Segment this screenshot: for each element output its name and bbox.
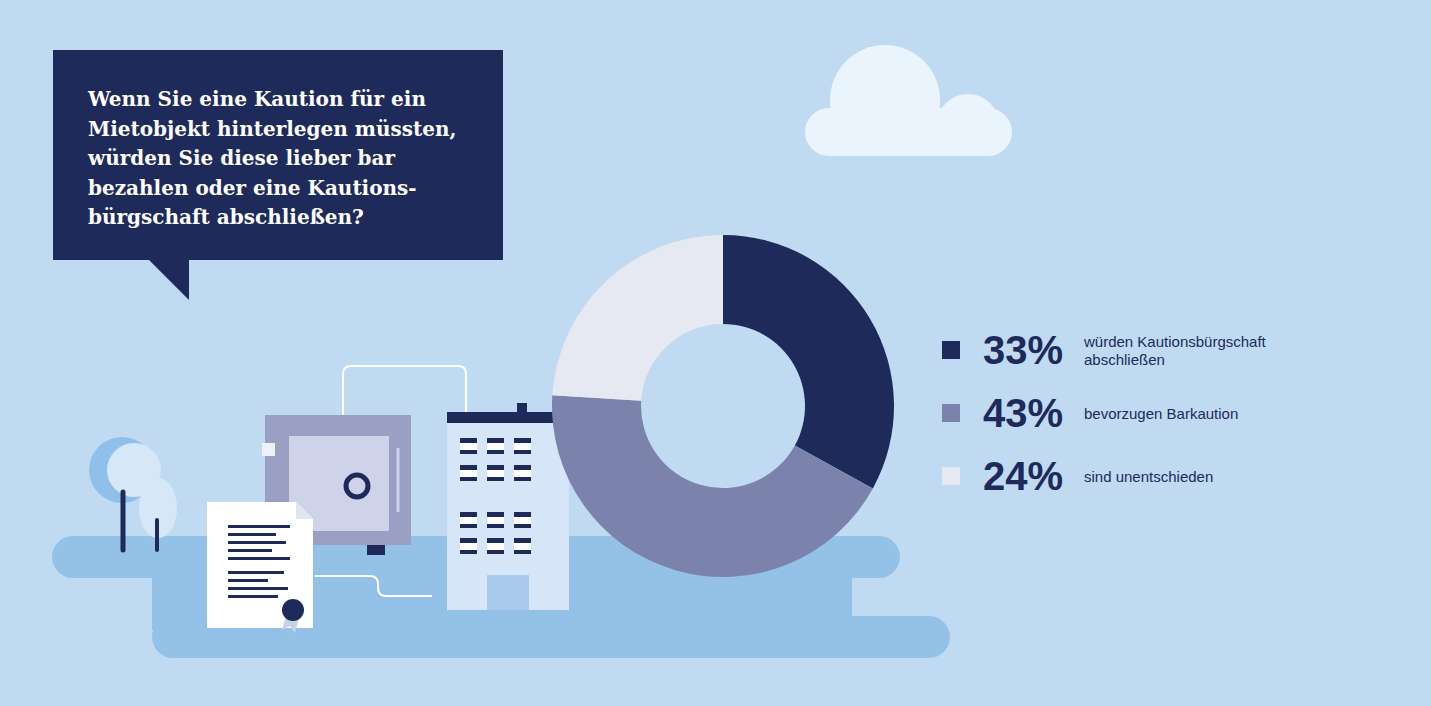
window-bar bbox=[487, 438, 504, 443]
window-bar bbox=[460, 538, 477, 543]
title-background bbox=[53, 50, 503, 260]
legend-swatch bbox=[942, 341, 960, 359]
window-bar bbox=[460, 512, 477, 517]
window bbox=[487, 438, 504, 454]
window-bar bbox=[514, 524, 531, 528]
window-bar bbox=[460, 477, 477, 481]
document-line bbox=[228, 571, 284, 574]
document-line bbox=[228, 525, 290, 528]
window bbox=[514, 538, 531, 554]
document-line bbox=[228, 587, 288, 590]
safe-foot bbox=[367, 545, 385, 555]
title: Wenn Sie eine Kaution für ein Mietobjekt … bbox=[87, 87, 456, 229]
legend-label: sind unentschieden bbox=[1084, 468, 1213, 485]
legend-value: 24% bbox=[983, 454, 1063, 498]
title-line: bürgschaft abschließen? bbox=[88, 205, 364, 229]
window-bar bbox=[460, 524, 477, 528]
legend-label: bevorzugen Barkaution bbox=[1084, 405, 1238, 422]
title-pointer bbox=[148, 259, 189, 300]
document-line bbox=[228, 549, 272, 552]
window-bar bbox=[514, 538, 531, 543]
document-line bbox=[228, 533, 276, 536]
legend-label-line: sind unentschieden bbox=[1084, 468, 1213, 485]
building bbox=[447, 403, 569, 610]
window-bar bbox=[487, 450, 504, 454]
window bbox=[460, 538, 477, 554]
legend-swatch bbox=[942, 467, 960, 485]
legend-item: 43% bevorzugen Barkaution bbox=[942, 391, 1238, 435]
window-bar bbox=[514, 450, 531, 454]
legend-label-line: bevorzugen Barkaution bbox=[1084, 405, 1238, 422]
wire bbox=[315, 576, 432, 596]
window-bar bbox=[460, 550, 477, 554]
window-bar bbox=[460, 438, 477, 443]
safe-door bbox=[289, 436, 389, 531]
document-seal bbox=[282, 599, 304, 621]
document bbox=[207, 502, 313, 633]
window-bar bbox=[487, 512, 504, 517]
legend-label-line: abschließen bbox=[1084, 351, 1165, 368]
building-antenna bbox=[517, 403, 527, 413]
illustration bbox=[52, 45, 1012, 658]
window-bar bbox=[460, 465, 477, 470]
window-bar bbox=[487, 550, 504, 554]
cloud-part bbox=[805, 108, 1012, 156]
window bbox=[514, 465, 531, 481]
window bbox=[487, 512, 504, 528]
building-roof bbox=[447, 412, 569, 423]
legend-label: würden Kautionsbürgschaftabschließen bbox=[1083, 333, 1267, 368]
safe-handle bbox=[397, 448, 400, 512]
slice bbox=[552, 235, 723, 401]
window-bar bbox=[514, 465, 531, 470]
building-door bbox=[487, 575, 529, 610]
cloud bbox=[805, 45, 1012, 156]
legend: 33% würden Kautionsbürgschaftabschließen 4… bbox=[942, 328, 1267, 498]
tree-trunk bbox=[121, 492, 126, 550]
safe-hinge bbox=[262, 443, 275, 456]
title-box: Wenn Sie eine Kaution für ein Mietobjekt … bbox=[53, 50, 503, 300]
document-line bbox=[228, 595, 278, 598]
window bbox=[460, 512, 477, 528]
title-line: Wenn Sie eine Kaution für ein bbox=[87, 87, 426, 111]
tree-trunk bbox=[155, 520, 159, 550]
slice bbox=[552, 395, 873, 577]
chart: Wenn Sie eine Kaution für ein Mietobjekt … bbox=[0, 0, 1431, 706]
safe-dial bbox=[346, 475, 368, 497]
window bbox=[487, 538, 504, 554]
window bbox=[514, 512, 531, 528]
wire bbox=[343, 366, 466, 415]
legend-label-line: würden Kautionsbürgschaft bbox=[1083, 333, 1267, 350]
title-line: bezahlen oder eine Kautions- bbox=[88, 176, 417, 200]
window-bar bbox=[487, 465, 504, 470]
legend-value: 33% bbox=[983, 328, 1063, 372]
document-line bbox=[228, 579, 268, 582]
document-line bbox=[228, 557, 290, 560]
trees bbox=[89, 437, 177, 550]
window-bar bbox=[514, 512, 531, 517]
legend-item: 24% sind unentschieden bbox=[942, 454, 1213, 498]
legend-value: 43% bbox=[983, 391, 1063, 435]
window bbox=[487, 465, 504, 481]
legend-swatch bbox=[942, 404, 960, 422]
window-bar bbox=[514, 438, 531, 443]
document-fold bbox=[296, 502, 313, 519]
title-line: Mietobjekt hinterlegen müssten, bbox=[88, 117, 456, 141]
window-bar bbox=[487, 477, 504, 481]
document-sheet bbox=[207, 502, 313, 628]
pie bbox=[552, 235, 894, 577]
window bbox=[460, 465, 477, 481]
window bbox=[460, 438, 477, 454]
background bbox=[0, 0, 1431, 706]
window-bar bbox=[460, 450, 477, 454]
window-bar bbox=[514, 550, 531, 554]
slice bbox=[723, 235, 894, 488]
window-bar bbox=[487, 538, 504, 543]
window-bar bbox=[487, 524, 504, 528]
window-bar bbox=[514, 477, 531, 481]
building-body bbox=[447, 412, 569, 610]
title-line: würden Sie diese lieber bar bbox=[87, 146, 396, 170]
document-line bbox=[228, 541, 286, 544]
legend-item: 33% würden Kautionsbürgschaftabschließen bbox=[942, 328, 1267, 372]
window bbox=[514, 438, 531, 454]
